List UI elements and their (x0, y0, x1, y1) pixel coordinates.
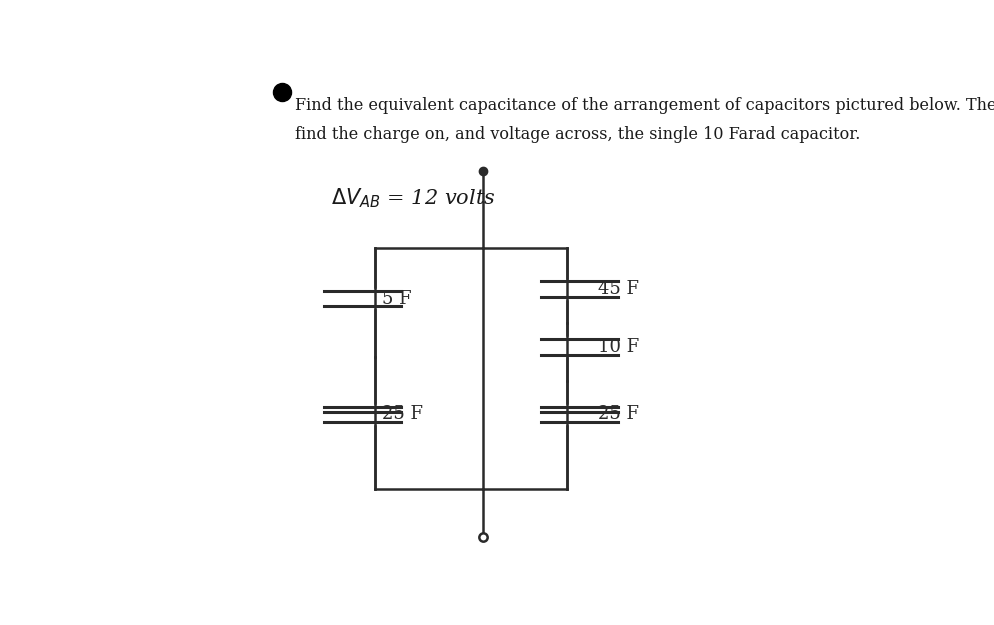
Text: 45 F: 45 F (598, 280, 639, 298)
Text: 5 F: 5 F (382, 290, 412, 308)
Text: find the charge on, and voltage across, the single 10 Farad capacitor.: find the charge on, and voltage across, … (295, 126, 861, 142)
Text: 10 F: 10 F (598, 338, 640, 356)
Text: Find the equivalent capacitance of the arrangement of capacitors pictured below.: Find the equivalent capacitance of the a… (295, 97, 994, 114)
Text: $\Delta V_{AB}$ = 12 volts: $\Delta V_{AB}$ = 12 volts (331, 186, 496, 209)
Text: 25 F: 25 F (382, 405, 422, 423)
Text: 25 F: 25 F (598, 405, 639, 423)
